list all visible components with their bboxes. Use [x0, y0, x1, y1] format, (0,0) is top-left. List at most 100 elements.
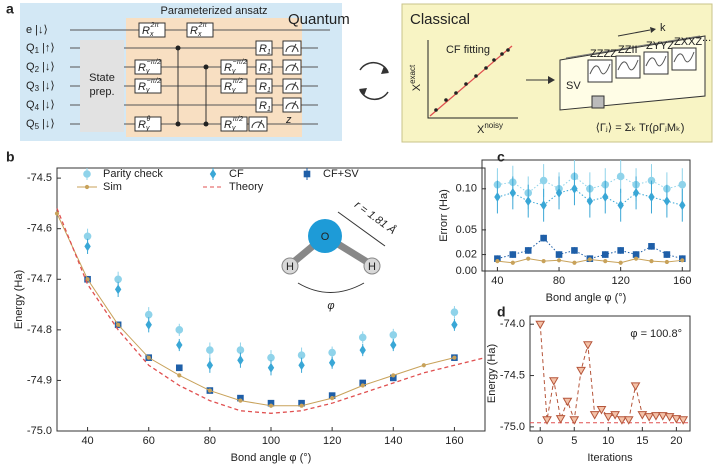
marker: [571, 247, 578, 254]
gate: [134, 116, 162, 132]
gate-label: R1: [259, 100, 271, 113]
marker: [359, 345, 366, 355]
x-tick-label: 0: [537, 435, 543, 447]
legend-label: Theory: [229, 181, 264, 193]
gate-base: R: [224, 62, 232, 74]
qubit-sub: 3: [35, 84, 40, 93]
gate: [134, 78, 162, 94]
y-axis-label: Energy (Ha): [486, 344, 498, 403]
gate-sub: y: [231, 125, 236, 132]
sv-layer: [565, 35, 701, 59]
qubit-ket: |↓⟩: [42, 118, 55, 130]
gate-label: Ry −π/2: [224, 59, 247, 75]
gate-sup: π/2: [232, 78, 243, 85]
cycle-arrow: [359, 89, 389, 101]
x-tick-label: 20: [670, 435, 682, 447]
x-tick-label: 40: [491, 275, 503, 287]
marker: [678, 180, 687, 189]
y-tick-label: 0.00: [456, 265, 477, 277]
y-tick-label: -74.5: [500, 369, 525, 381]
qubit-ket: |↑⟩: [42, 42, 55, 54]
control-dot: [175, 121, 181, 127]
gate-sub: y: [145, 87, 150, 94]
qubit-sub: 4: [35, 103, 40, 112]
marker: [146, 355, 151, 360]
gate: [255, 59, 273, 75]
gate-sub: y: [231, 87, 236, 94]
qubit-label: Q3 |↓⟩: [26, 80, 55, 93]
marker: [237, 355, 244, 366]
marker: [450, 308, 459, 316]
x-axis-label: Bond angle φ (°): [546, 292, 627, 304]
marker: [548, 377, 559, 386]
marker: [657, 412, 668, 421]
atom-label: H: [368, 261, 376, 273]
marker: [268, 403, 274, 408]
marker: [617, 247, 624, 254]
marker: [525, 196, 532, 207]
gate-sup: 2π: [149, 22, 159, 29]
marker: [632, 187, 640, 198]
control-dot: [175, 45, 181, 51]
qubit-label: e |↓⟩: [26, 24, 48, 36]
marker: [540, 200, 547, 211]
qubit-base: Q: [26, 80, 35, 92]
marker: [555, 187, 563, 198]
legend-label: Parity check: [103, 168, 163, 180]
x-tick-label: 5: [571, 435, 577, 447]
gate-base: R: [142, 25, 150, 37]
marker: [555, 251, 563, 258]
gate-label: Ry −π/2: [138, 78, 161, 94]
x-tick-label: 40: [81, 435, 93, 447]
arrow-head: [548, 76, 555, 84]
k-label: k: [660, 22, 666, 34]
marker: [175, 326, 184, 334]
marker: [539, 176, 548, 185]
measure: [282, 97, 302, 113]
gate-base: R: [138, 119, 146, 131]
marker: [569, 416, 580, 425]
gate-sup: θ: [146, 116, 150, 123]
gate-base: R: [259, 81, 267, 93]
measure: [248, 116, 268, 132]
marker: [421, 363, 426, 368]
y-tick-label: 0.05: [456, 224, 477, 236]
gate-label: R1: [259, 81, 271, 94]
x-axis-label: Bond angle φ (°): [231, 452, 312, 464]
gate-sup: −π/2: [146, 78, 161, 85]
gate-label: Ry π/2: [224, 116, 243, 132]
qubit-base: Q: [26, 118, 35, 130]
x-tick-label: 80: [204, 435, 216, 447]
legend-label: CF: [229, 168, 244, 180]
marker: [618, 260, 623, 265]
x-tick-label: 10: [602, 435, 614, 447]
gate-label: R1: [259, 62, 271, 75]
measure: [282, 78, 302, 94]
bond-length: r = 1.81 Å: [352, 198, 398, 237]
marker: [664, 413, 675, 422]
marker: [576, 366, 586, 376]
gate-label: Ry −π/2: [138, 59, 161, 75]
state-prep-label: State: [89, 72, 115, 84]
meter: [285, 100, 299, 110]
gate-sup: −π/2: [146, 59, 161, 66]
marker: [83, 170, 91, 178]
gate-sub: 1: [267, 68, 271, 75]
y-tick-label: -75.0: [27, 425, 52, 437]
y-axis-label: Energy (Ha): [13, 270, 25, 329]
marker: [633, 256, 639, 261]
panel-label: c: [497, 149, 505, 165]
marker: [632, 251, 640, 258]
y-tick-label: -74.0: [500, 318, 525, 330]
marker: [526, 256, 531, 261]
gate-base: R: [190, 25, 198, 37]
marker: [524, 247, 532, 254]
marker: [206, 346, 214, 354]
marker: [510, 260, 515, 265]
pauli-string: ZYYZ: [646, 40, 674, 52]
marker: [651, 412, 661, 421]
signal: [645, 55, 667, 67]
gate-sub: y: [145, 68, 150, 75]
signal: [617, 59, 639, 71]
